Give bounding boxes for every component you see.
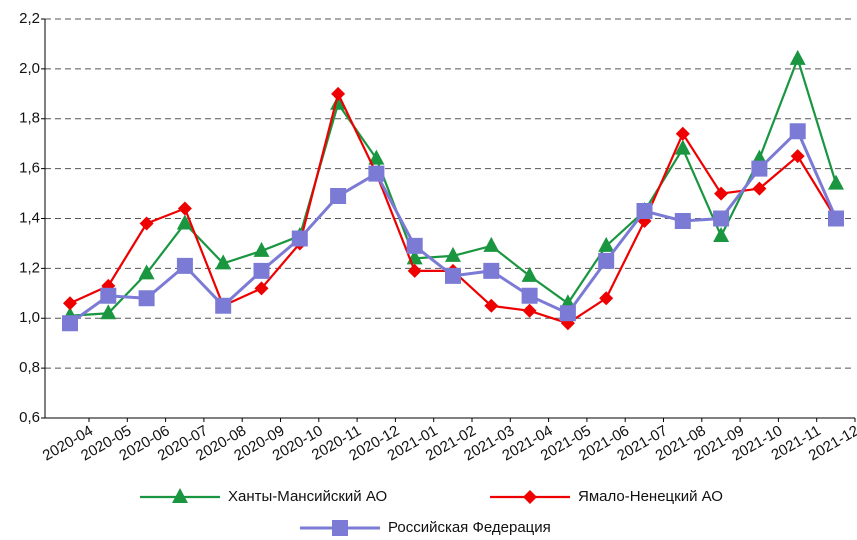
marker [521,287,538,304]
marker [483,236,500,252]
marker [331,86,346,101]
y-tick-label: 1,2 [19,259,40,276]
marker [177,201,192,216]
marker [100,287,117,304]
marker [713,226,730,242]
marker [789,123,806,140]
marker [139,216,154,231]
marker [674,212,691,229]
marker [714,186,729,201]
marker [828,174,844,190]
marker [828,210,844,227]
marker [789,49,806,65]
marker [636,203,653,220]
marker [62,315,78,332]
marker [253,241,270,257]
marker [215,254,232,270]
marker [484,298,499,313]
marker [598,236,615,252]
marker [523,490,537,504]
marker [368,165,385,182]
marker [138,264,155,280]
marker [138,290,155,307]
marker [445,246,461,262]
marker [522,303,537,318]
marker [751,160,768,177]
marker [407,263,422,278]
marker [445,267,461,284]
marker [63,296,77,311]
marker [332,520,348,536]
marker [330,188,347,205]
marker [406,237,423,254]
marker [752,181,767,196]
marker [100,304,117,320]
y-tick-label: 1,8 [19,110,40,127]
y-tick-label: 0,6 [19,409,40,426]
y-tick-label: 2,2 [19,10,40,27]
legend-label: Ханты-Мансийский АО [228,488,387,505]
marker [790,149,805,164]
y-tick-label: 0,8 [19,359,40,376]
marker [368,149,385,165]
legend-label: Российская Федерация [388,519,551,536]
marker [599,291,614,306]
marker [675,126,690,141]
legend-label: Ямало-Ненецкий АО [578,488,723,505]
marker [713,210,730,227]
y-tick-label: 2,0 [19,60,40,77]
marker [674,139,691,155]
marker [253,262,270,279]
marker [172,488,188,503]
y-tick-label: 1,0 [19,309,40,326]
marker [291,230,308,247]
y-tick-label: 1,4 [19,209,40,226]
marker [176,214,193,230]
marker [483,262,500,279]
marker [521,266,538,282]
marker [598,252,615,269]
marker [254,281,269,296]
y-tick-label: 1,6 [19,160,40,177]
marker [215,297,232,314]
marker [176,257,193,274]
marker [559,305,576,322]
